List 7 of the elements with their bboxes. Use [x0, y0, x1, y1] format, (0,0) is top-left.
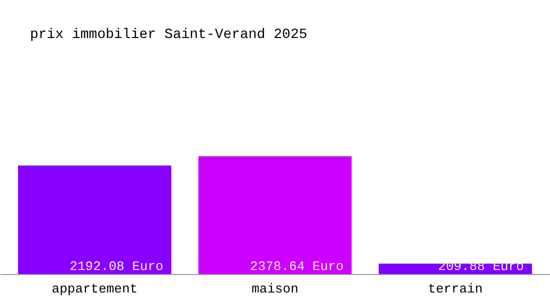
data-label: 2378.64 Euro: [250, 259, 344, 274]
chart-title: prix immobilier Saint-Verand 2025: [30, 27, 308, 43]
data-label: 2192.08 Euro: [70, 259, 164, 274]
x-tick-label: appartement: [52, 282, 138, 296]
x-tick-label: maison: [252, 282, 298, 296]
x-tick-label: terrain: [428, 282, 483, 296]
data-label: 209.88 Euro: [438, 259, 524, 274]
